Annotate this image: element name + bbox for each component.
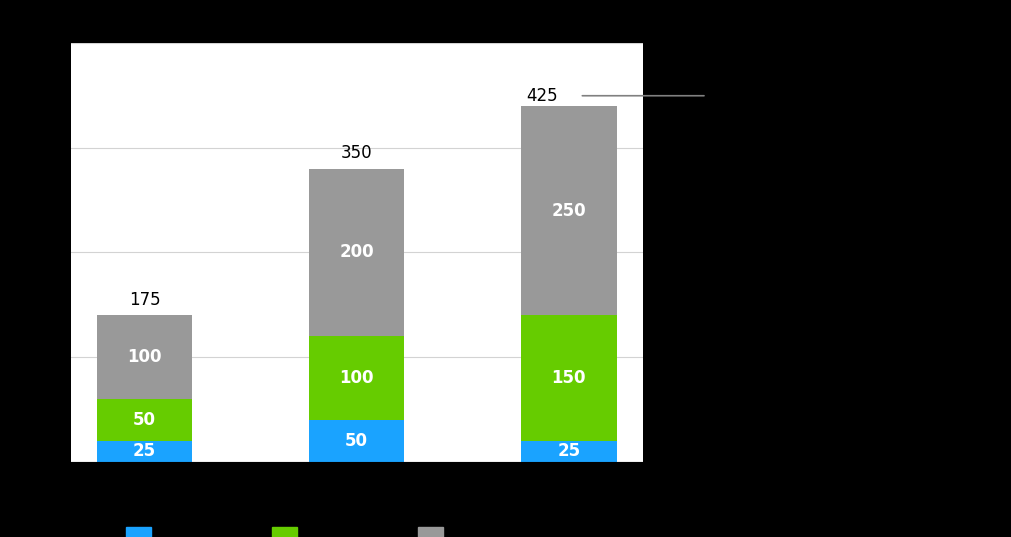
Bar	[97, 399, 192, 441]
Bar	[521, 106, 616, 315]
Bar	[97, 315, 192, 399]
Bar	[308, 336, 404, 420]
Bar	[521, 441, 616, 462]
Text: 150: 150	[551, 369, 585, 387]
Text: 425: 425	[526, 87, 558, 105]
Bar	[97, 441, 192, 462]
Bar	[521, 315, 616, 441]
Text: 250: 250	[551, 201, 585, 220]
Text: 175: 175	[128, 291, 160, 309]
Text: 200: 200	[339, 243, 374, 262]
Text: 25: 25	[132, 442, 156, 460]
Text: 50: 50	[132, 411, 156, 429]
Text: 100: 100	[339, 369, 374, 387]
Text: 350: 350	[341, 144, 372, 162]
Text: 25: 25	[557, 442, 580, 460]
Legend: Produit 1, Produit 2, Produit 3: Produit 1, Produit 2, Produit 3	[118, 520, 537, 537]
Bar	[308, 169, 404, 336]
Title: Annual Product Sales: Annual Product Sales	[222, 13, 490, 33]
Text: 100: 100	[127, 348, 162, 366]
Text: 50: 50	[345, 432, 368, 450]
Bar	[308, 420, 404, 462]
